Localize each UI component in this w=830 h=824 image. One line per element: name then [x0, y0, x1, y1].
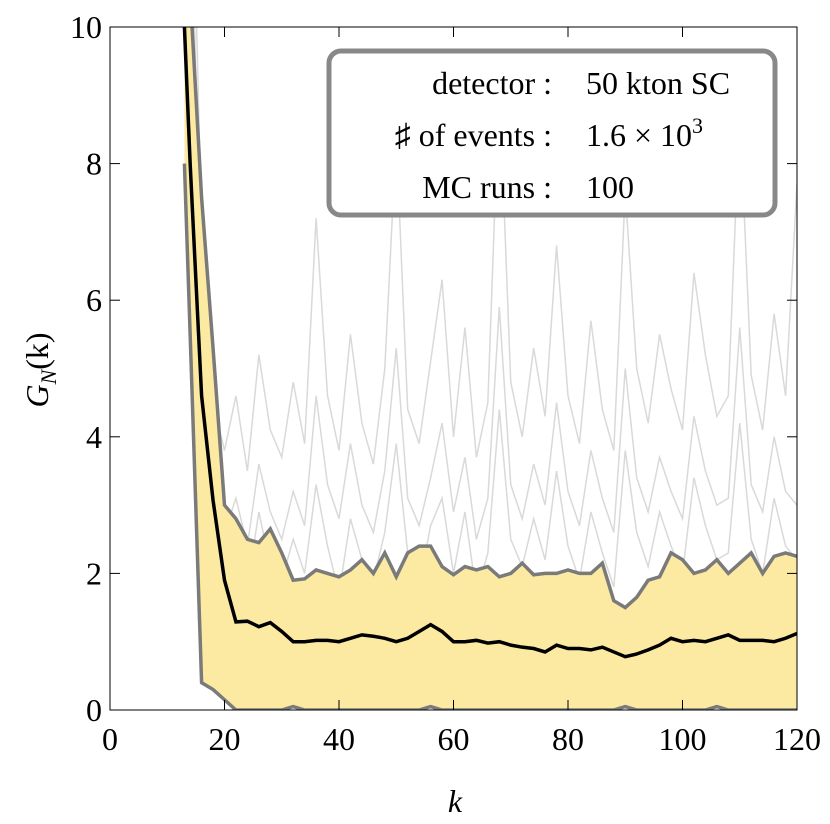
- y-tick-label: 4: [86, 419, 102, 455]
- plot-area: [182, 27, 797, 710]
- info-label: ♯ of events :: [395, 117, 552, 153]
- y-label-sub: N: [36, 368, 61, 385]
- y-tick-label: 2: [86, 555, 102, 591]
- info-box: [326, 48, 778, 218]
- x-tick-label: 80: [552, 721, 584, 757]
- x-tick-label: 60: [438, 721, 470, 757]
- info-value-text: 50 kton SC: [586, 65, 730, 101]
- info-value: 100: [586, 169, 634, 205]
- x-tick-label: 120: [773, 721, 821, 757]
- mc-run: [193, 27, 797, 547]
- info-value: 50 kton SC: [586, 65, 730, 101]
- band-upper: [190, 27, 797, 610]
- info-label: detector :: [432, 65, 552, 101]
- y-tick-label: 6: [86, 282, 102, 318]
- x-axis-label: k: [448, 783, 463, 819]
- x-tick-label: 20: [209, 721, 241, 757]
- y-label-rest: (k): [19, 332, 55, 369]
- info-value-text: 1.6 × 10: [586, 117, 692, 153]
- info-value-text: 100: [586, 169, 634, 205]
- mc-run: [195, 27, 797, 472]
- x-tick-label: 0: [102, 721, 118, 757]
- y-axis-label: GN(k): [19, 332, 61, 407]
- info-value: 1.6 × 103: [586, 113, 703, 153]
- band-area: [184, 27, 797, 710]
- x-tick-label: 100: [659, 721, 707, 757]
- info-label: MC runs :: [422, 169, 552, 205]
- y-tick-label: 10: [70, 9, 102, 45]
- x-tick-label: 40: [323, 721, 355, 757]
- y-tick-label: 0: [86, 692, 102, 728]
- info-value-exp: 3: [692, 113, 703, 138]
- y-tick-label: 8: [86, 146, 102, 182]
- y-label-main: G: [19, 384, 55, 407]
- mean-line: [182, 27, 797, 659]
